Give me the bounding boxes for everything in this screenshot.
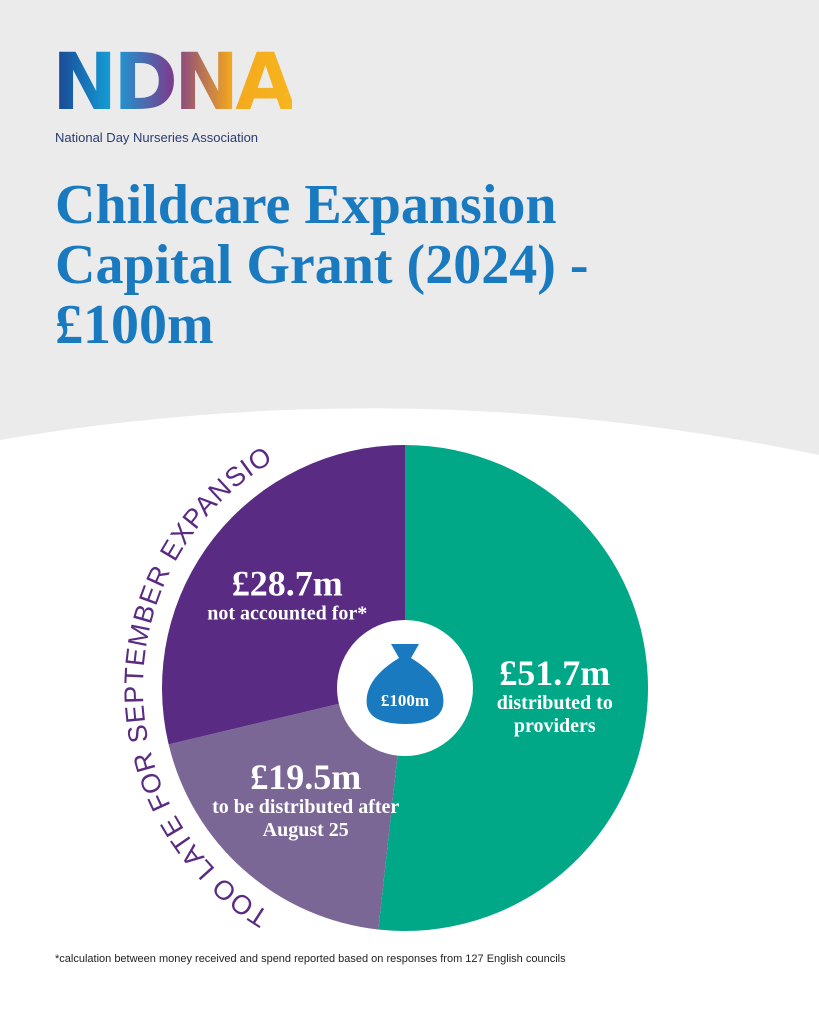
logo: NDNA (52, 38, 296, 128)
header-bg (0, 0, 819, 460)
chart-title: Childcare Expansion Capital Grant (2024)… (55, 174, 589, 356)
category-label: distributed to providers (496, 692, 613, 738)
logo-name: National Day Nurseries Association (55, 130, 259, 145)
pie-slice (378, 445, 648, 931)
center-label: £100m (381, 691, 429, 710)
value-label: £51.7m (499, 653, 611, 694)
value-label: £28.7m (231, 563, 343, 604)
slice-label: £28.7m not accounted for* (187, 565, 387, 626)
slice-label: £51.7m distributed to providers (455, 654, 655, 738)
category-label: not accounted for* (207, 602, 368, 625)
category-label: to be distributed after August 25 (212, 796, 400, 842)
money-bag (366, 644, 444, 724)
pie-slice (168, 688, 405, 930)
slice-label: £19.5m to be distributed after August 25 (206, 758, 406, 842)
footnote: *calculation between money received and … (55, 953, 566, 965)
value-label: £19.5m (250, 757, 362, 798)
